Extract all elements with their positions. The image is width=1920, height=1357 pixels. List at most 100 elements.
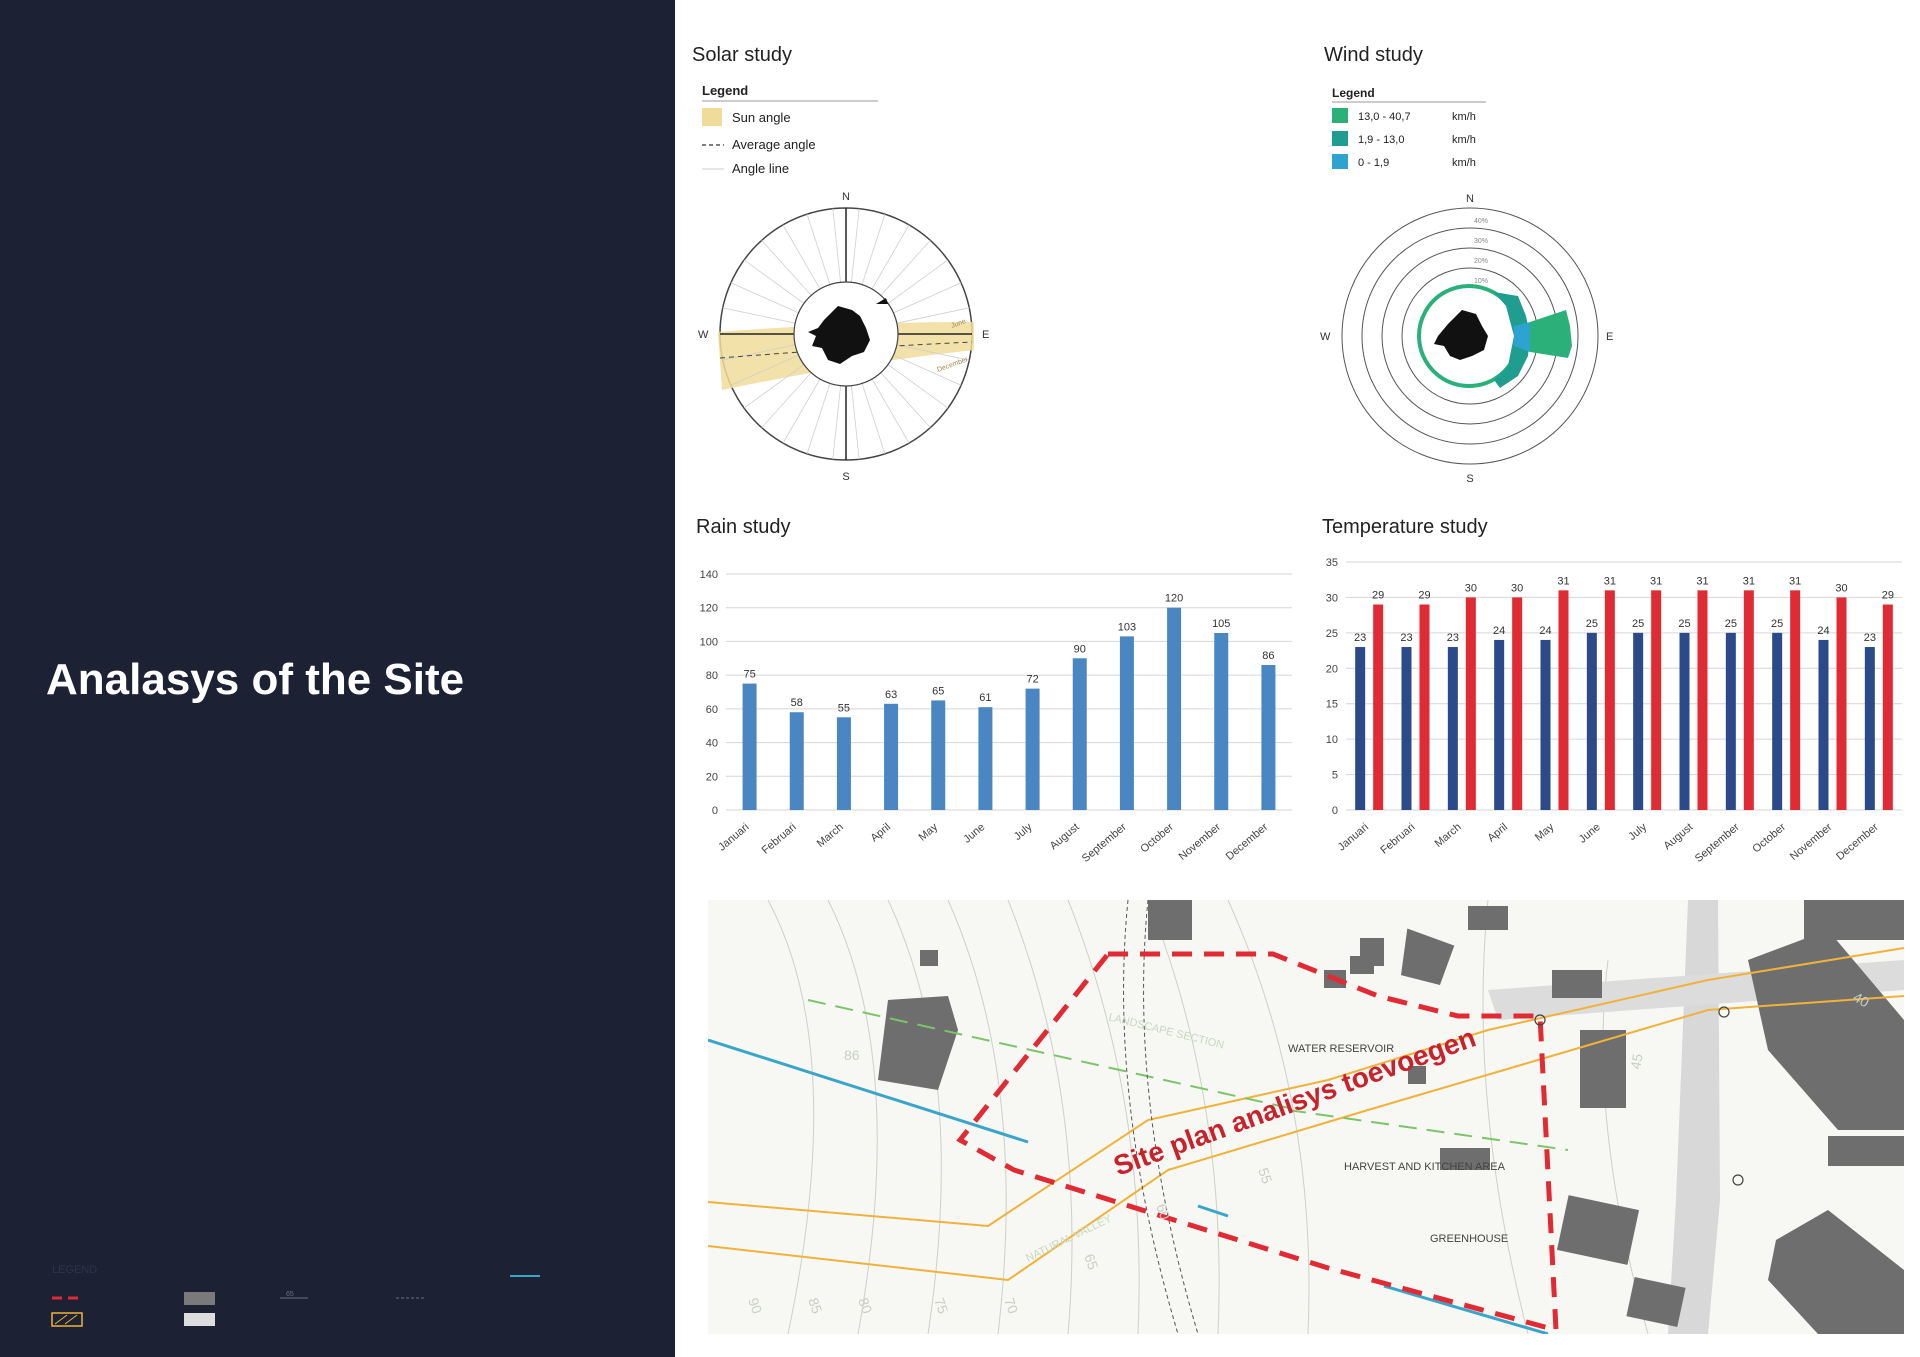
wind-study-title: Wind study bbox=[1324, 44, 1423, 66]
bar bbox=[1465, 597, 1476, 810]
data-label: 65 bbox=[932, 685, 944, 697]
data-label: 25 bbox=[1632, 618, 1644, 630]
bar bbox=[1512, 597, 1523, 810]
rain-study-title: Rain study bbox=[696, 516, 791, 538]
bar bbox=[1373, 604, 1384, 810]
data-label: 24 bbox=[1817, 625, 1829, 637]
wind-legend-mid-range: 1,9 - 13,0 bbox=[1358, 134, 1404, 146]
bottom-legend: LEGEND 65 bbox=[0, 1260, 675, 1350]
x-tick-label: Februari bbox=[1378, 821, 1417, 857]
ring-label-10: 10% bbox=[1474, 278, 1488, 285]
x-tick-label: July bbox=[1626, 821, 1649, 843]
wind-compass-s: S bbox=[1466, 473, 1473, 485]
june-label: June bbox=[950, 318, 967, 330]
data-label: 31 bbox=[1789, 575, 1801, 587]
y-tick-label: 40 bbox=[706, 738, 718, 750]
solar-compass-w: W bbox=[698, 329, 709, 341]
harvest-area-label: HARVEST AND KITCHEN AREA bbox=[1344, 1161, 1506, 1173]
path-line bbox=[1123, 900, 1179, 1334]
bar bbox=[1586, 632, 1597, 810]
road bbox=[1668, 900, 1720, 1334]
x-tick-label: September bbox=[1080, 821, 1129, 865]
contour-label-75: 75 bbox=[931, 1296, 951, 1316]
wind-legend-low-range: 0 - 1,9 bbox=[1358, 157, 1389, 169]
bar bbox=[1261, 665, 1276, 810]
x-tick-label: December bbox=[1834, 821, 1881, 863]
y-tick-label: 5 bbox=[1332, 770, 1338, 782]
data-label: 103 bbox=[1118, 621, 1136, 633]
angle-line bbox=[851, 208, 860, 283]
data-label: 24 bbox=[1539, 625, 1551, 637]
x-tick-label: Januari bbox=[716, 821, 751, 853]
bar bbox=[1679, 632, 1690, 810]
bar bbox=[1697, 590, 1708, 810]
bar bbox=[1864, 647, 1875, 810]
angle-line bbox=[832, 385, 841, 460]
x-tick-label: March bbox=[1433, 821, 1464, 850]
angle-line bbox=[880, 240, 931, 296]
angle-line bbox=[896, 307, 970, 324]
wind-high-petal bbox=[1530, 310, 1572, 358]
ring-label-40: 40% bbox=[1474, 218, 1488, 225]
angle-line bbox=[722, 307, 796, 324]
y-tick-label: 100 bbox=[700, 636, 718, 648]
x-tick-label: July bbox=[1012, 821, 1035, 843]
data-label: 31 bbox=[1696, 575, 1708, 587]
ring-label-20: 20% bbox=[1474, 258, 1488, 265]
island-silhouette bbox=[808, 306, 870, 364]
data-label: 30 bbox=[1465, 582, 1477, 594]
bar bbox=[978, 707, 993, 810]
solar-study-title: Solar study bbox=[692, 44, 793, 66]
contour-label-55: 55 bbox=[1255, 1166, 1275, 1186]
wind-low-petal bbox=[1514, 322, 1530, 352]
wind-compass-w: W bbox=[1320, 331, 1331, 343]
bar bbox=[1072, 658, 1087, 810]
data-label: 29 bbox=[1372, 590, 1384, 602]
data-label: 29 bbox=[1418, 590, 1430, 602]
angle-line bbox=[730, 282, 799, 314]
x-tick-label: May bbox=[917, 821, 941, 844]
bar bbox=[1558, 590, 1569, 810]
solar-diagram: Legend Sun angle Average angle Angle lin… bbox=[698, 83, 989, 483]
sun-angle-swatch bbox=[702, 108, 722, 126]
x-tick-label: June bbox=[1577, 821, 1603, 846]
contour-roads bbox=[708, 947, 1904, 1282]
contour-label-70: 70 bbox=[1001, 1296, 1021, 1316]
x-tick-label: December bbox=[1224, 821, 1271, 863]
bar bbox=[1772, 632, 1783, 810]
data-label: 75 bbox=[743, 669, 755, 681]
angle-line bbox=[880, 372, 931, 428]
water-line bbox=[708, 1038, 1029, 1144]
data-label: 90 bbox=[1074, 643, 1086, 655]
data-label: 25 bbox=[1771, 618, 1783, 630]
solar-compass-n: N bbox=[842, 191, 850, 203]
solar-legend-title: Legend bbox=[702, 83, 748, 98]
x-tick-label: August bbox=[1048, 821, 1082, 852]
contour-label-45: 45 bbox=[1627, 1052, 1645, 1070]
bar bbox=[1818, 639, 1829, 810]
bar bbox=[1651, 590, 1662, 810]
wind-rose: Legend 13,0 - 40,7 km/h 1,9 - 13,0 km/h … bbox=[1320, 86, 1613, 485]
wind-rose-rings: 40% 30% 20% 10% N E S W bbox=[1320, 193, 1613, 485]
bar bbox=[1633, 632, 1644, 810]
wind-legend-title: Legend bbox=[1332, 86, 1375, 100]
wind-legend-mid-unit: km/h bbox=[1452, 134, 1476, 146]
angle-line bbox=[893, 354, 962, 386]
bar bbox=[1401, 647, 1412, 810]
data-label: 29 bbox=[1882, 590, 1894, 602]
wind-mid-swatch bbox=[1332, 131, 1348, 146]
bar bbox=[742, 683, 757, 810]
contour-label-65: 65 bbox=[1081, 1252, 1101, 1272]
y-tick-label: 25 bbox=[1326, 628, 1338, 640]
angle-line bbox=[871, 224, 910, 290]
x-tick-label: October bbox=[1750, 821, 1788, 856]
angle-line bbox=[851, 385, 860, 460]
angle-line bbox=[887, 259, 949, 304]
island-silhouette-wind bbox=[1434, 310, 1488, 360]
bar bbox=[1214, 633, 1229, 810]
data-label: 63 bbox=[885, 689, 897, 701]
contour-label-86: 86 bbox=[844, 1047, 860, 1063]
x-tick-label: June bbox=[961, 821, 987, 846]
angle-line bbox=[896, 344, 970, 361]
angle-line bbox=[782, 224, 821, 290]
